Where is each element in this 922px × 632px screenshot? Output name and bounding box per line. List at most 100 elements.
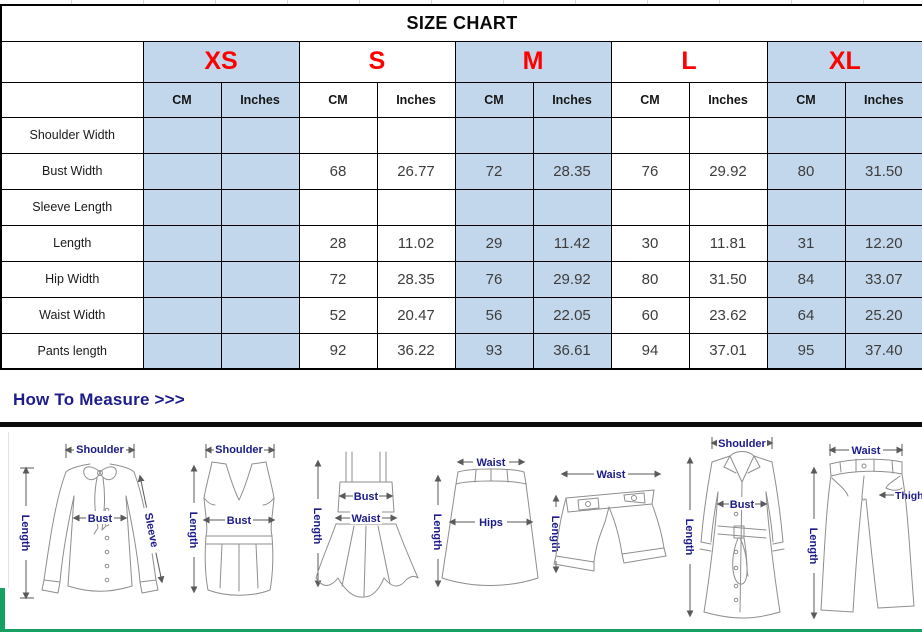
measure-label: Shoulder [718,438,766,450]
value-cell: 72 [298,260,378,298]
row-label: Pants length [0,332,144,370]
value-cell: 29.92 [688,152,768,190]
value-cell: 31.50 [844,152,922,190]
value-cell [220,188,300,226]
unit-inches-header: Inches [532,81,612,118]
corner-cell [0,40,144,83]
value-cell: 72 [454,152,534,190]
value-cell: 28.35 [532,152,612,190]
value-cell: 33.07 [844,260,922,298]
value-cell [532,116,612,154]
value-cell [298,116,378,154]
measure-label: Hips [479,517,503,529]
value-cell [142,296,222,334]
measure-label: Bust [88,513,113,525]
value-cell [142,224,222,262]
value-cell: 36.22 [376,332,456,370]
measure-label: Length [19,515,31,552]
measure-label: Waist [597,469,626,481]
value-cell: 56 [454,296,534,334]
value-cell [142,116,222,154]
row-label: Sleeve Length [0,188,144,226]
table-row-sleeve-length: Sleeve Length [0,188,922,226]
value-cell: 37.01 [688,332,768,370]
table-row-length: Length 28 11.02 29 11.42 30 11.81 31 12.… [0,224,922,262]
how-to-measure-heading: How To Measure >>> [13,390,185,409]
value-cell [142,332,222,370]
row-label: Waist Width [0,296,144,334]
value-cell [220,224,300,262]
value-cell [688,188,768,226]
value-cell: 64 [766,296,846,334]
value-cell: 29.92 [532,260,612,298]
row-label: Shoulder Width [0,116,144,154]
measure-label: Length [683,519,695,556]
value-cell [220,332,300,370]
size-header-l: L [610,40,768,83]
value-cell [610,116,690,154]
green-accent-line [0,629,922,632]
value-cell: 25.20 [844,296,922,334]
unit-header-row: CM Inches CM Inches CM Inches CM Inches … [0,81,922,118]
corner-cell [0,81,144,118]
value-cell [298,188,378,226]
size-header-xs: XS [142,40,300,83]
table-row-bust-width: Bust Width 68 26.77 72 28.35 76 29.92 80… [0,152,922,190]
size-header-s: S [298,40,456,83]
unit-cm-header: CM [766,81,846,118]
value-cell [220,296,300,334]
row-label: Bust Width [0,152,144,190]
diagram-tank-top: Shoulder Length Bust [187,442,276,596]
value-cell [220,260,300,298]
measure-label: Sleeve [142,512,160,549]
value-cell: 28 [298,224,378,262]
value-cell: 92 [298,332,378,370]
size-header-m: M [454,40,612,83]
value-cell [844,188,922,226]
value-cell [220,152,300,190]
value-cell [376,116,456,154]
value-cell: 12.20 [844,224,922,262]
value-cell [610,188,690,226]
value-cell: 94 [610,332,690,370]
section-divider [0,422,922,427]
gridline [8,432,9,588]
diagram-coat: Shoulder Length Bust [683,436,785,619]
row-label: Hip Width [0,260,144,298]
title-row: SIZE CHART [0,4,922,42]
value-cell: 76 [610,152,690,190]
unit-inches-header: Inches [844,81,922,118]
table-row-hip-width: Hip Width 72 28.35 76 29.92 80 31.50 84 … [0,260,922,298]
value-cell: 28.35 [376,260,456,298]
value-cell: 23.62 [688,296,768,334]
measure-label: Length [311,508,323,545]
value-cell [688,116,768,154]
measure-label: Length [431,514,443,551]
value-cell: 20.47 [376,296,456,334]
value-cell [454,116,534,154]
value-cell: 60 [610,296,690,334]
value-cell: 93 [454,332,534,370]
value-cell: 31.50 [688,260,768,298]
value-cell [142,188,222,226]
table-row-waist-width: Waist Width 52 20.47 56 22.05 60 23.62 6… [0,296,922,334]
measure-label: Waist [352,513,381,525]
unit-cm-header: CM [610,81,690,118]
measure-label: Bust [730,499,755,511]
value-cell [454,188,534,226]
table-row-shoulder-width: Shoulder Width [0,116,922,154]
measure-label: Waist [852,445,881,457]
value-cell [142,260,222,298]
value-cell [844,116,922,154]
row-label: Length [0,224,144,262]
unit-cm-header: CM [454,81,534,118]
measure-label: Length [187,512,199,549]
measure-label: Length [549,516,561,553]
value-cell [220,116,300,154]
measure-label: Thigh [895,490,922,502]
unit-inches-header: Inches [220,81,300,118]
value-cell: 80 [610,260,690,298]
unit-inches-header: Inches [376,81,456,118]
value-cell [142,152,222,190]
